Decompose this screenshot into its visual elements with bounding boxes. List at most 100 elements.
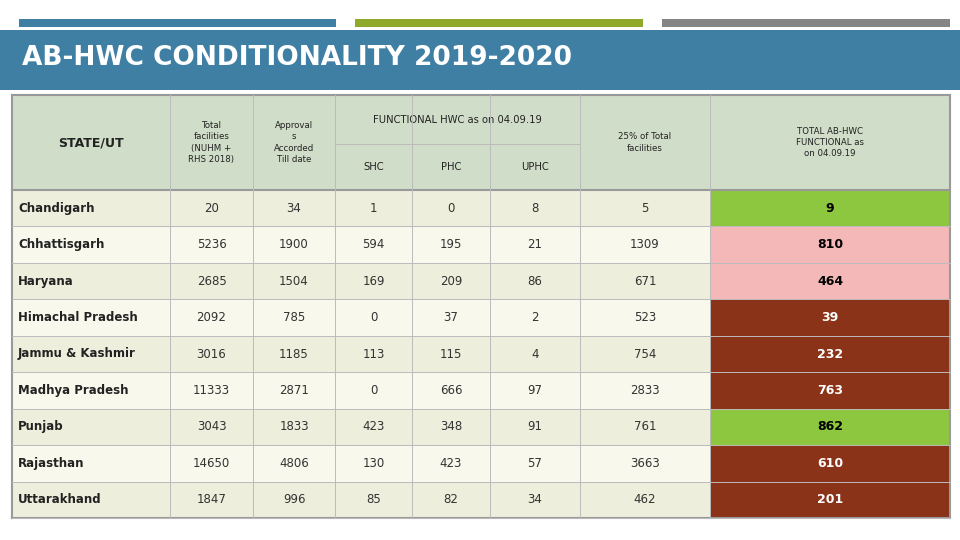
Text: 232: 232 — [817, 348, 843, 361]
Text: 423: 423 — [440, 457, 462, 470]
Text: 85: 85 — [366, 493, 381, 507]
Text: 115: 115 — [440, 348, 462, 361]
Text: 2685: 2685 — [197, 275, 227, 288]
Text: 462: 462 — [634, 493, 657, 507]
Bar — [710, 445, 950, 482]
Bar — [710, 190, 950, 226]
Text: 195: 195 — [440, 238, 462, 251]
Text: Chhattisgarh: Chhattisgarh — [18, 238, 105, 251]
Text: 1900: 1900 — [279, 238, 309, 251]
Text: 14650: 14650 — [193, 457, 230, 470]
Bar — [12, 336, 950, 372]
Text: 209: 209 — [440, 275, 462, 288]
Text: 1504: 1504 — [279, 275, 309, 288]
Text: 20: 20 — [204, 202, 219, 215]
Text: 34: 34 — [528, 493, 542, 507]
Text: 2833: 2833 — [630, 384, 660, 397]
Text: 0: 0 — [370, 311, 377, 324]
Text: Uttarakhand: Uttarakhand — [18, 493, 102, 507]
Bar — [710, 372, 950, 409]
Text: 1: 1 — [370, 202, 377, 215]
Bar — [12, 263, 950, 299]
Text: 464: 464 — [817, 275, 843, 288]
Bar — [12, 299, 950, 336]
Text: 763: 763 — [817, 384, 843, 397]
Text: 21: 21 — [527, 238, 542, 251]
Text: 201: 201 — [817, 493, 843, 507]
Text: 4806: 4806 — [279, 457, 309, 470]
Text: Punjab: Punjab — [18, 420, 63, 434]
Bar — [355, 19, 643, 27]
Bar — [710, 409, 950, 445]
Text: 9: 9 — [826, 202, 834, 215]
Text: Madhya Pradesh: Madhya Pradesh — [18, 384, 129, 397]
Text: 2: 2 — [531, 311, 539, 324]
Text: 82: 82 — [444, 493, 459, 507]
Text: 594: 594 — [362, 238, 385, 251]
Text: 0: 0 — [370, 384, 377, 397]
Text: 34: 34 — [287, 202, 301, 215]
Text: 0: 0 — [447, 202, 455, 215]
Text: Haryana: Haryana — [18, 275, 74, 288]
Text: 91: 91 — [527, 420, 542, 434]
Text: 996: 996 — [283, 493, 305, 507]
Text: Total
facilities
(NUHM +
RHS 2018): Total facilities (NUHM + RHS 2018) — [188, 122, 234, 164]
Text: 3043: 3043 — [197, 420, 227, 434]
Text: AB-HWC CONDITIONALITY 2019-2020: AB-HWC CONDITIONALITY 2019-2020 — [22, 45, 572, 71]
Text: 761: 761 — [634, 420, 657, 434]
Text: 8: 8 — [531, 202, 539, 215]
Text: 1309: 1309 — [630, 238, 660, 251]
Text: STATE/UT: STATE/UT — [59, 136, 124, 149]
Text: 130: 130 — [362, 457, 385, 470]
Text: 5236: 5236 — [197, 238, 227, 251]
Text: 37: 37 — [444, 311, 459, 324]
Bar — [710, 482, 950, 518]
Text: 113: 113 — [362, 348, 385, 361]
Bar — [12, 226, 950, 263]
Bar — [19, 19, 336, 27]
Text: Chandigarh: Chandigarh — [18, 202, 94, 215]
Text: 2092: 2092 — [197, 311, 227, 324]
Text: 39: 39 — [822, 311, 839, 324]
Bar — [12, 409, 950, 445]
Text: 1185: 1185 — [279, 348, 309, 361]
Text: 348: 348 — [440, 420, 462, 434]
Bar — [12, 482, 950, 518]
Text: TOTAL AB-HWC
FUNCTIONAL as
on 04.09.19: TOTAL AB-HWC FUNCTIONAL as on 04.09.19 — [796, 127, 864, 158]
Text: 11333: 11333 — [193, 384, 230, 397]
Text: 671: 671 — [634, 275, 657, 288]
Bar — [710, 226, 950, 263]
Bar — [12, 445, 950, 482]
Text: 862: 862 — [817, 420, 843, 434]
Bar — [662, 19, 950, 27]
Text: Jammu & Kashmir: Jammu & Kashmir — [18, 348, 136, 361]
Text: 810: 810 — [817, 238, 843, 251]
Text: 523: 523 — [634, 311, 656, 324]
Text: UPHC: UPHC — [521, 162, 549, 172]
Text: 25% of Total
facilities: 25% of Total facilities — [618, 132, 672, 152]
Bar — [710, 299, 950, 336]
Text: 785: 785 — [283, 311, 305, 324]
Text: FUNCTIONAL HWC as on 04.09.19: FUNCTIONAL HWC as on 04.09.19 — [373, 114, 542, 125]
Text: 4: 4 — [531, 348, 539, 361]
Text: 5: 5 — [641, 202, 649, 215]
Text: Approval
s
Accorded
Till date: Approval s Accorded Till date — [274, 122, 314, 164]
Text: 3663: 3663 — [630, 457, 660, 470]
Text: 1833: 1833 — [279, 420, 309, 434]
Bar — [12, 95, 950, 518]
Text: 57: 57 — [528, 457, 542, 470]
Text: Himachal Pradesh: Himachal Pradesh — [18, 311, 137, 324]
Bar — [710, 263, 950, 299]
Bar — [12, 372, 950, 409]
Text: 666: 666 — [440, 384, 463, 397]
Text: 97: 97 — [527, 384, 542, 397]
Text: SHC: SHC — [363, 162, 384, 172]
Text: Rajasthan: Rajasthan — [18, 457, 84, 470]
Bar — [0, 30, 960, 90]
Bar — [12, 95, 950, 190]
Text: 1847: 1847 — [197, 493, 227, 507]
Text: 3016: 3016 — [197, 348, 227, 361]
Text: 423: 423 — [362, 420, 385, 434]
Text: 2871: 2871 — [279, 384, 309, 397]
Text: 754: 754 — [634, 348, 657, 361]
